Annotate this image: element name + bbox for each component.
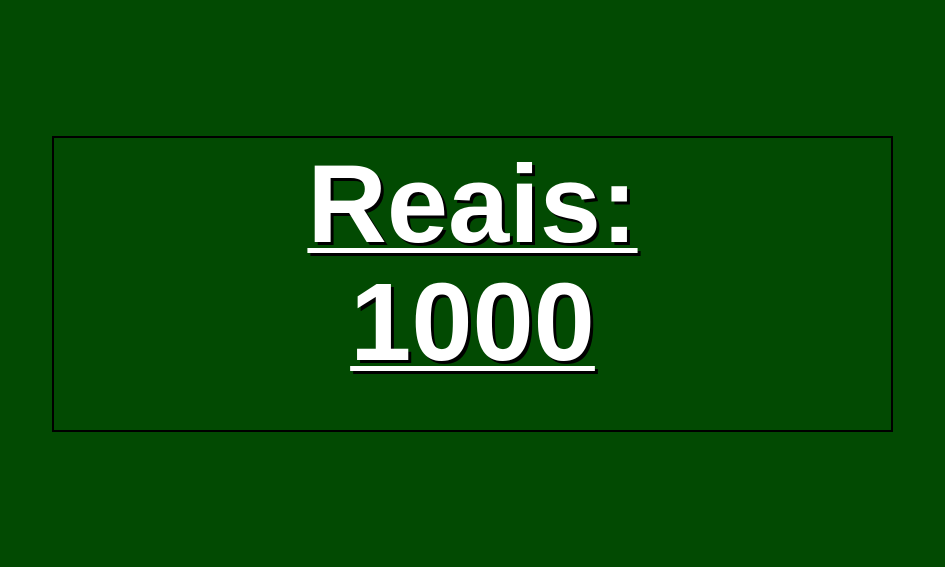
text-box: Reais: 1000: [52, 136, 893, 432]
currency-label: Reais:: [307, 143, 638, 266]
amount-value: 1000: [350, 261, 595, 384]
